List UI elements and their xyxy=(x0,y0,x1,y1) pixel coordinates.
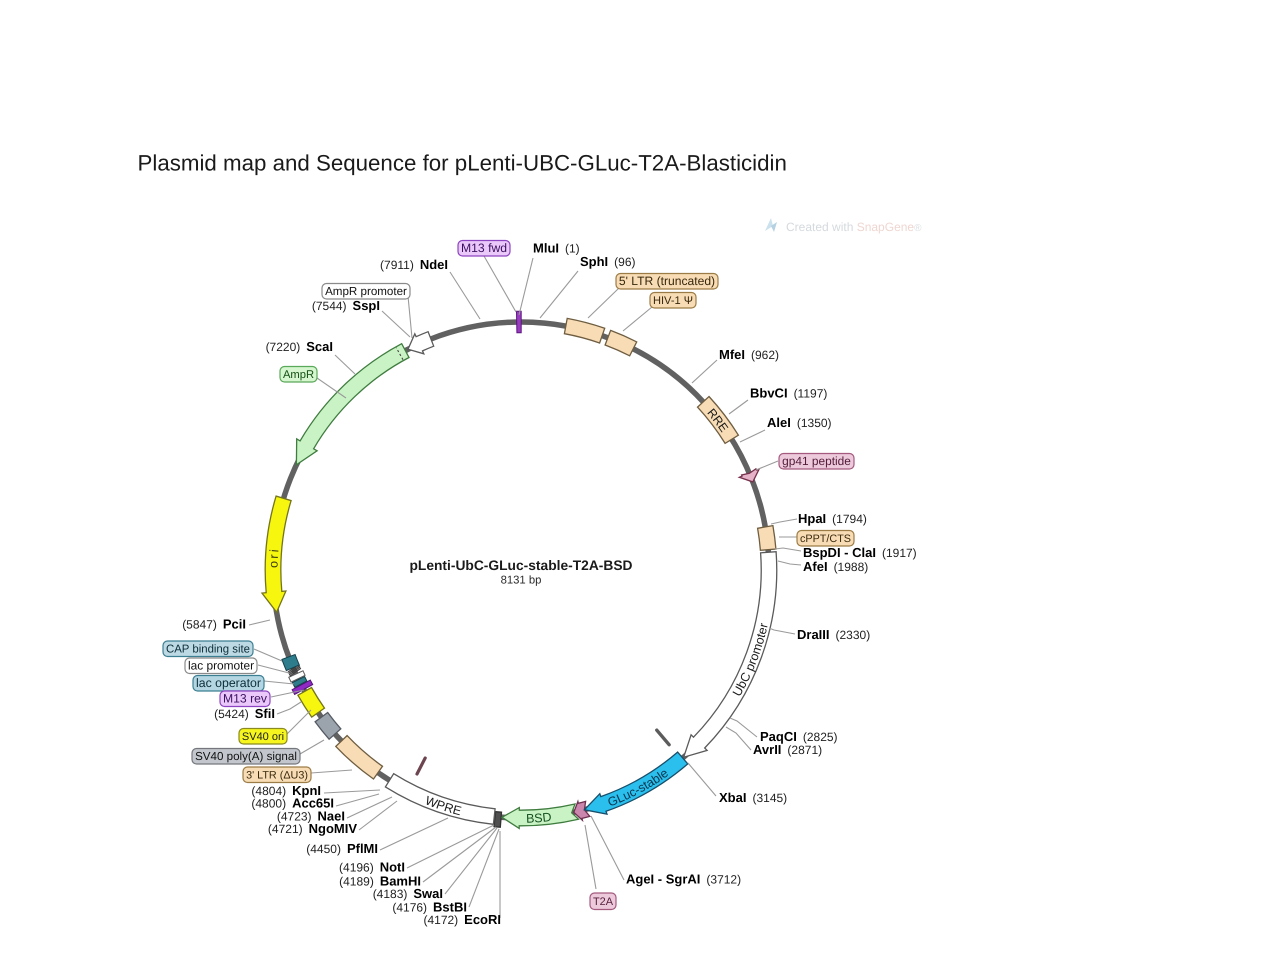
svg-text:SV40 ori: SV40 ori xyxy=(242,731,284,743)
svg-text:T2A: T2A xyxy=(593,896,614,908)
svg-text:(5424)SfiI: (5424) SfiI xyxy=(214,706,275,721)
svg-text:MluI(1): MluI (1) xyxy=(533,241,580,256)
svg-text:SphI(96): SphI (96) xyxy=(580,254,636,269)
svg-text:AfeI(1988): AfeI (1988) xyxy=(803,559,868,574)
svg-text:BspDI - ClaI(1917): BspDI - ClaI (1917) xyxy=(803,545,917,560)
svg-text:M13 fwd: M13 fwd xyxy=(461,241,507,255)
svg-text:HpaI(1794): HpaI (1794) xyxy=(798,511,867,526)
svg-text:(7544)SspI: (7544) SspI xyxy=(312,298,380,313)
svg-text:XbaI(3145): XbaI (3145) xyxy=(719,790,787,805)
svg-text:(4800)Acc65I: (4800) Acc65I xyxy=(251,796,334,811)
svg-text:8131 bp: 8131 bp xyxy=(501,575,542,587)
svg-text:(4189)BamHI: (4189) BamHI xyxy=(339,874,421,889)
svg-text:SV40 poly(A) signal: SV40 poly(A) signal xyxy=(195,750,297,763)
svg-text:(4721)NgoMIV: (4721) NgoMIV xyxy=(268,821,357,836)
svg-text:Created with SnapGene®: Created with SnapGene® xyxy=(786,220,922,234)
svg-text:lac promoter: lac promoter xyxy=(188,659,254,673)
svg-text:AleI(1350): AleI (1350) xyxy=(767,415,832,430)
svg-text:Plasmid map and Sequence for p: Plasmid map and Sequence for pLenti-UBC-… xyxy=(138,151,787,176)
svg-text:(4196)NotI: (4196) NotI xyxy=(339,860,405,875)
svg-text:3' LTR (ΔU3): 3' LTR (ΔU3) xyxy=(246,770,308,782)
svg-text:(4723)NaeI: (4723) NaeI xyxy=(277,809,345,824)
svg-text:AgeI - SgrAI(3712): AgeI - SgrAI (3712) xyxy=(626,872,741,887)
svg-text:5' LTR (truncated): 5' LTR (truncated) xyxy=(619,274,715,288)
svg-text:AmpR promoter: AmpR promoter xyxy=(325,285,407,298)
svg-text:M13 rev: M13 rev xyxy=(223,692,268,706)
svg-text:(7220)ScaI: (7220) ScaI xyxy=(266,339,333,354)
svg-text:gp41 peptide: gp41 peptide xyxy=(782,454,851,468)
svg-text:(5847)PciI: (5847) PciI xyxy=(182,617,246,632)
svg-text:AmpR: AmpR xyxy=(283,369,314,381)
svg-text:lac operator: lac operator xyxy=(196,676,261,690)
svg-text:CAP binding site: CAP binding site xyxy=(166,644,250,656)
svg-text:pLenti-UbC-GLuc-stable-T2A-BSD: pLenti-UbC-GLuc-stable-T2A-BSD xyxy=(409,558,632,573)
svg-text:ori: ori xyxy=(267,547,282,568)
svg-text:HIV-1 Ψ: HIV-1 Ψ xyxy=(653,295,693,307)
svg-text:cPPT/CTS: cPPT/CTS xyxy=(800,533,851,545)
svg-text:AvrII(2871): AvrII (2871) xyxy=(753,742,822,757)
svg-text:BSD: BSD xyxy=(526,810,552,826)
